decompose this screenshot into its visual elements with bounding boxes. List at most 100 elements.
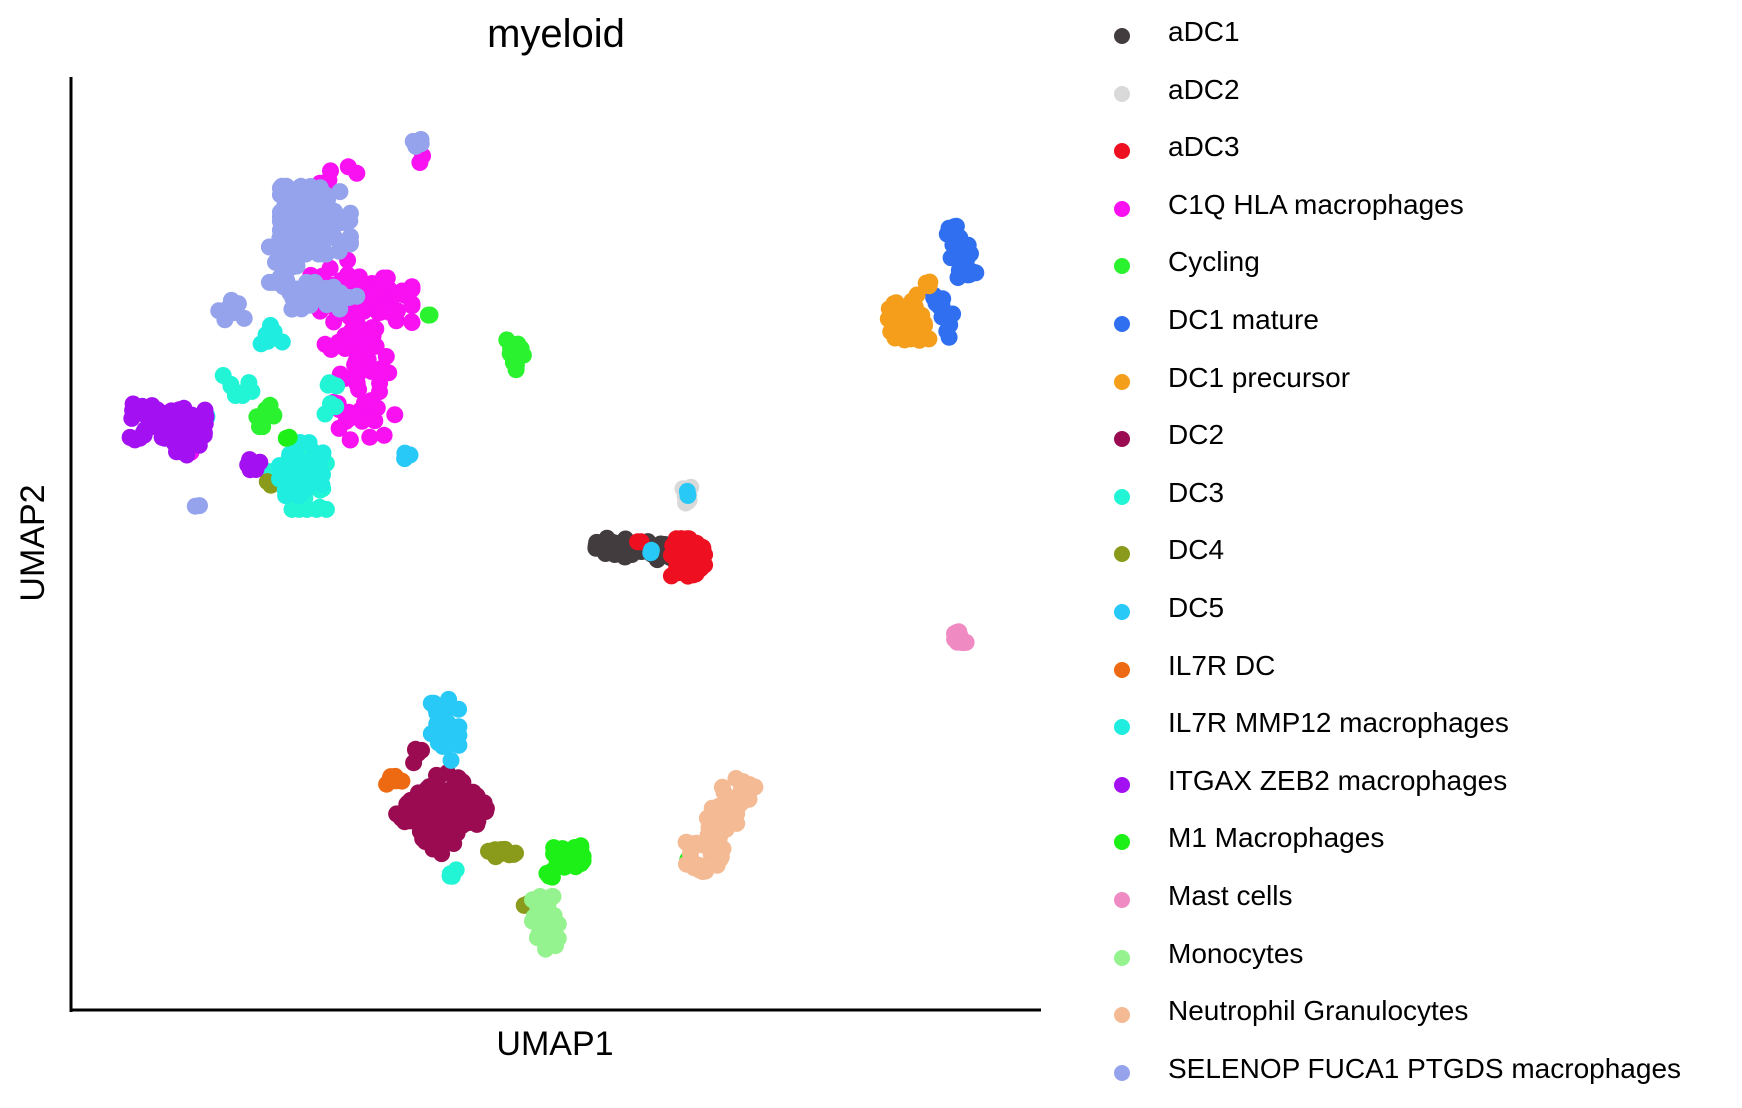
data-point [403, 278, 421, 296]
data-point [341, 431, 359, 449]
data-point [629, 533, 647, 551]
data-point [396, 444, 414, 462]
data-point [152, 420, 170, 438]
chart-title: myeloid [487, 12, 625, 56]
data-point [271, 208, 289, 226]
data-point [897, 308, 915, 326]
data-point [248, 408, 266, 426]
data-point [678, 855, 695, 873]
legend-label: DC5 [1168, 591, 1225, 623]
data-point [222, 375, 240, 393]
data-point [601, 542, 619, 560]
data-point [449, 773, 467, 791]
series-mast-cells [946, 623, 975, 652]
data-point [340, 289, 358, 306]
legend-marker [1114, 719, 1130, 736]
legend-label: ITGAX ZEB2 macrophages [1168, 764, 1508, 796]
legend-marker [1114, 431, 1130, 448]
data-point [361, 338, 379, 356]
data-point [431, 767, 449, 785]
legend-marker [1114, 776, 1130, 793]
data-point [273, 333, 291, 351]
data-point [313, 476, 331, 494]
legend-label: M1 Macrophages [1168, 822, 1385, 854]
data-point [938, 322, 956, 340]
data-point [410, 809, 428, 827]
legend-label: SELENOP FUCA1 PTGDS macrophages [1168, 1052, 1682, 1084]
data-point [317, 279, 335, 297]
legend-label: DC1 precursor [1168, 361, 1351, 393]
data-point [197, 408, 215, 426]
data-point [403, 313, 421, 331]
data-point [460, 788, 478, 806]
data-point [908, 286, 926, 304]
data-point [355, 323, 373, 340]
data-point [339, 266, 357, 284]
data-point [271, 470, 288, 488]
data-point [319, 376, 337, 394]
data-point [507, 361, 525, 379]
data-point [191, 497, 208, 515]
series-il7r-dc [378, 767, 411, 793]
data-point [142, 409, 160, 426]
data-point [123, 409, 141, 427]
data-point [372, 280, 390, 298]
data-point [543, 866, 561, 884]
y-axis-label: UMAP2 [14, 484, 52, 601]
data-point [904, 324, 922, 342]
data-point [664, 537, 682, 555]
legend-label: DC4 [1168, 534, 1225, 566]
data-point [473, 802, 491, 820]
data-point [271, 457, 288, 475]
legend-label: Monocytes [1168, 937, 1304, 969]
legend-marker [1114, 315, 1130, 332]
data-point [309, 207, 327, 225]
data-point [317, 245, 335, 263]
series-dc1-mature [925, 217, 985, 346]
data-point [460, 814, 478, 831]
data-point [528, 897, 546, 915]
data-point [316, 405, 334, 423]
data-point [348, 374, 366, 392]
legend-marker [1114, 1064, 1130, 1081]
data-point [353, 412, 371, 430]
data-point [547, 937, 564, 955]
data-point [277, 429, 295, 447]
data-point [967, 264, 985, 282]
legend-marker [1114, 546, 1130, 563]
data-point [339, 158, 357, 176]
data-point [366, 412, 384, 430]
data-point [271, 229, 289, 247]
umap-scatter-plot: myeloid UMAP1 UMAP2 [14, 12, 1041, 1063]
data-point [442, 751, 460, 769]
legend-label: Neutrophil Granulocytes [1168, 995, 1469, 1027]
legend-label: IL7R MMP12 macrophages [1168, 707, 1509, 739]
data-point [305, 446, 323, 464]
data-point [324, 294, 342, 312]
data-point [713, 778, 731, 796]
data-point [322, 340, 340, 358]
data-point [284, 479, 301, 497]
data-point [407, 137, 425, 155]
data-point [727, 770, 745, 787]
data-point [934, 290, 952, 308]
series-monocytes [524, 888, 567, 958]
legend-marker [1114, 85, 1130, 102]
legend-label: C1Q HLA macrophages [1168, 188, 1464, 220]
data-point [704, 837, 722, 855]
series-il7r-mmp12-macrophages [176, 317, 332, 505]
data-point [528, 929, 546, 947]
data-point [372, 303, 390, 321]
data-point [380, 364, 398, 382]
data-point [386, 406, 404, 424]
data-point [562, 849, 580, 867]
series-cycling [248, 306, 532, 436]
data-point [419, 306, 437, 324]
data-point [598, 529, 616, 547]
scatter-points [121, 131, 985, 958]
data-point [416, 833, 434, 850]
data-point [178, 446, 196, 464]
data-point [949, 269, 967, 286]
legend-marker [1114, 200, 1130, 217]
legend-marker [1114, 258, 1130, 275]
